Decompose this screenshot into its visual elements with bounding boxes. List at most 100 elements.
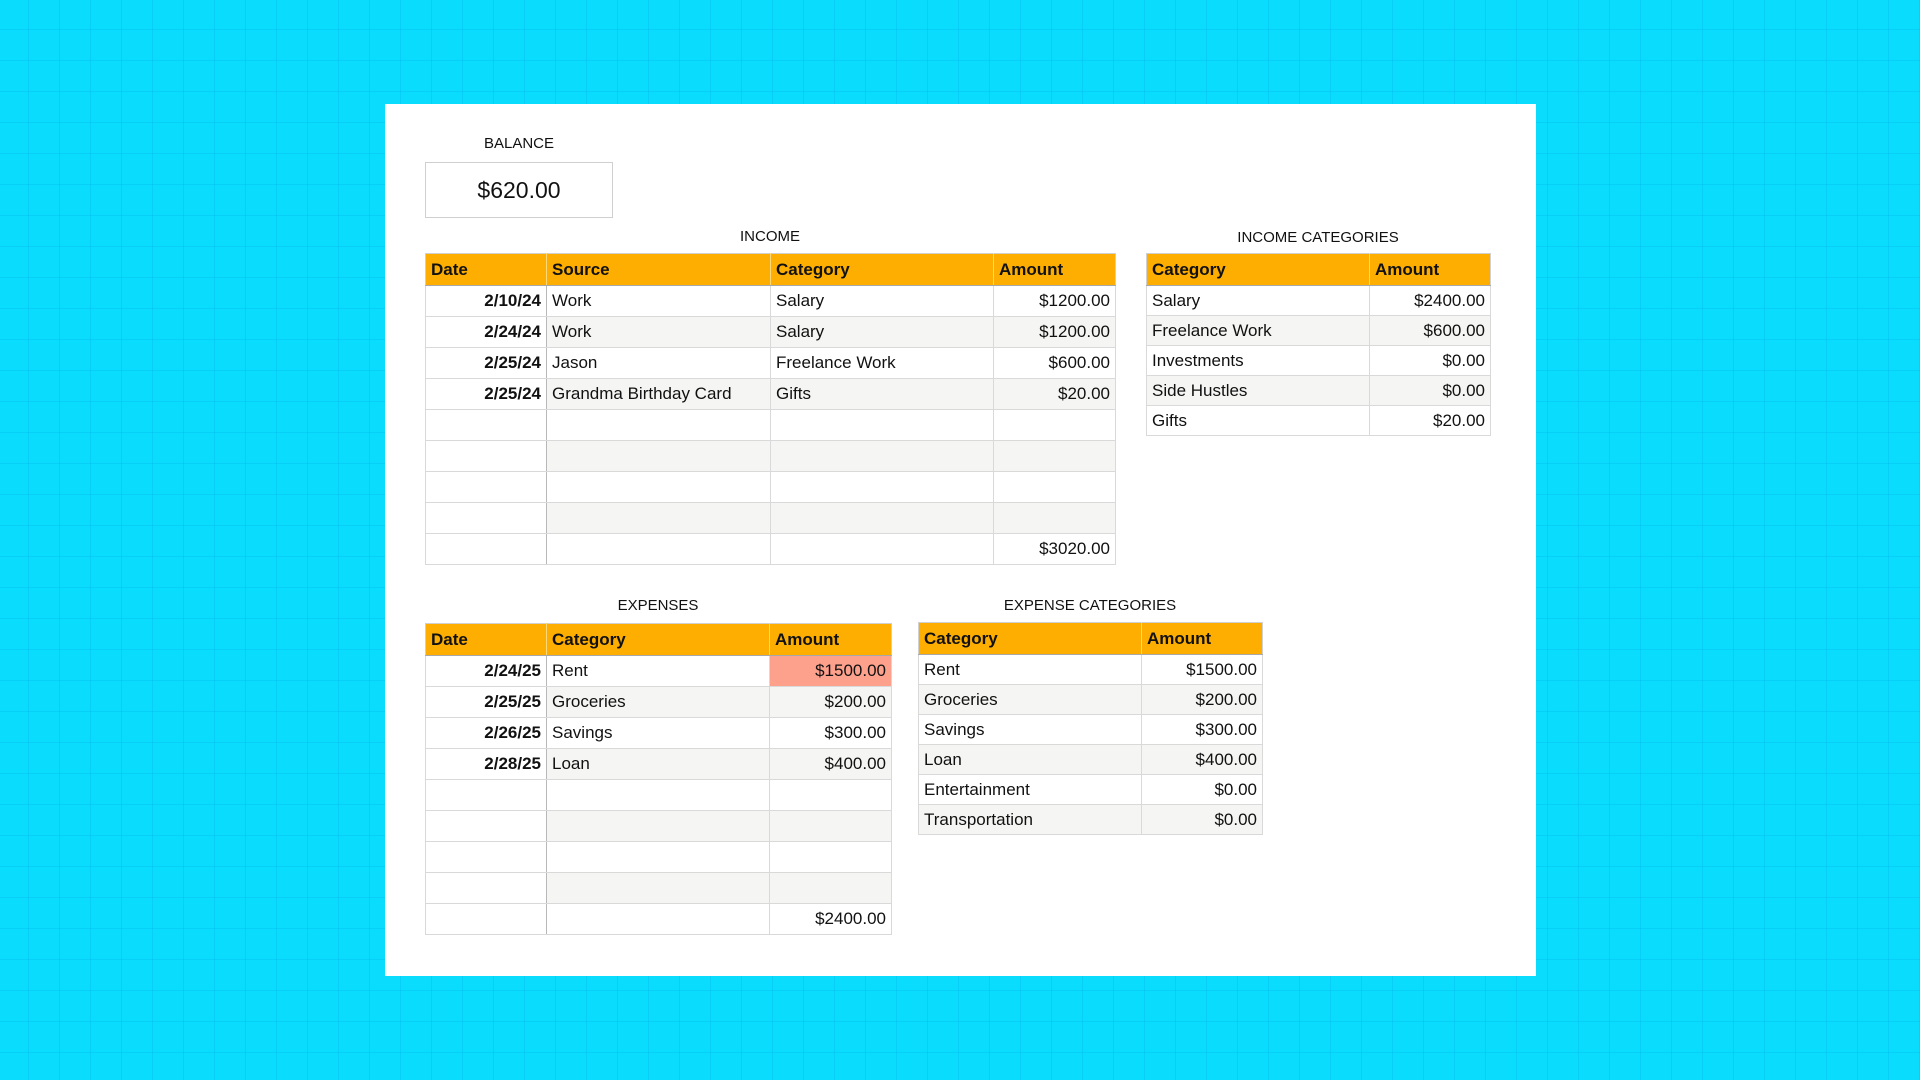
cell-category[interactable] [546, 810, 770, 842]
cell-date[interactable] [425, 779, 547, 811]
cell-amount[interactable]: $0.00 [1141, 774, 1263, 805]
cell-category[interactable]: Entertainment [918, 774, 1142, 805]
cell-amount[interactable]: $0.00 [1369, 375, 1491, 406]
cell-category[interactable]: Gifts [1146, 405, 1370, 436]
cell-date[interactable]: 2/26/25 [425, 717, 547, 749]
cell-date[interactable]: 2/25/24 [425, 347, 547, 379]
cell-amount[interactable] [769, 779, 892, 811]
cell-date[interactable] [425, 841, 547, 873]
cell-amount[interactable]: $400.00 [769, 748, 892, 780]
cell-amount[interactable] [993, 440, 1116, 472]
cell-amount[interactable]: $300.00 [1141, 714, 1263, 745]
income-header-source[interactable]: Source [546, 253, 771, 286]
cell-empty[interactable] [546, 903, 770, 935]
cell-category[interactable]: Salary [770, 316, 994, 348]
cell-amount[interactable]: $200.00 [1141, 684, 1263, 715]
cell-category[interactable] [546, 872, 770, 904]
cell-amount[interactable] [993, 471, 1116, 503]
cell-source[interactable]: Work [546, 285, 771, 317]
cell-date[interactable]: 2/28/25 [425, 748, 547, 780]
cell-category[interactable]: Transportation [918, 804, 1142, 835]
cell-category[interactable] [546, 779, 770, 811]
cell-amount[interactable] [993, 409, 1116, 441]
cell-amount[interactable]: $0.00 [1369, 345, 1491, 376]
income-header-amount[interactable]: Amount [993, 253, 1116, 286]
expenses-header-amount[interactable]: Amount [769, 623, 892, 656]
cell-amount[interactable]: $2400.00 [1369, 285, 1491, 316]
cell-date[interactable] [425, 872, 547, 904]
cell-amount[interactable]: $1200.00 [993, 316, 1116, 348]
cell-category[interactable]: Loan [918, 744, 1142, 775]
cell-amount[interactable]: $600.00 [993, 347, 1116, 379]
cell-source[interactable] [546, 440, 771, 472]
expenses-total[interactable]: $2400.00 [769, 903, 892, 935]
cell-amount-highlighted[interactable]: $1500.00 [769, 655, 892, 687]
cell-amount[interactable] [993, 502, 1116, 534]
header-category[interactable]: Category [918, 622, 1142, 655]
cell-source[interactable] [546, 471, 771, 503]
cell-date[interactable]: 2/24/25 [425, 655, 547, 687]
expenses-header-date[interactable]: Date [425, 623, 547, 656]
income-header-date[interactable]: Date [425, 253, 547, 286]
cell-category[interactable]: Rent [918, 654, 1142, 685]
cell-category[interactable]: Investments [1146, 345, 1370, 376]
cell-date[interactable]: 2/25/24 [425, 378, 547, 410]
cell-date[interactable] [425, 471, 547, 503]
cell-source[interactable] [546, 502, 771, 534]
cell-amount[interactable]: $200.00 [769, 686, 892, 718]
cell-amount[interactable] [769, 810, 892, 842]
cell-amount[interactable]: $300.00 [769, 717, 892, 749]
cell-date[interactable]: 2/10/24 [425, 285, 547, 317]
cell-empty[interactable] [425, 533, 547, 565]
cell-amount[interactable] [769, 872, 892, 904]
cell-category[interactable]: Groceries [918, 684, 1142, 715]
cell-empty[interactable] [546, 533, 771, 565]
cell-empty[interactable] [425, 903, 547, 935]
cell-category[interactable]: Gifts [770, 378, 994, 410]
income-total[interactable]: $3020.00 [993, 533, 1116, 565]
cell-category[interactable]: Loan [546, 748, 770, 780]
cell-date[interactable]: 2/25/25 [425, 686, 547, 718]
table-row: Side Hustles $0.00 [1146, 375, 1491, 406]
cell-date[interactable] [425, 409, 547, 441]
cell-source[interactable] [546, 409, 771, 441]
cell-category[interactable] [546, 841, 770, 873]
cell-date[interactable] [425, 502, 547, 534]
cell-category[interactable]: Salary [1146, 285, 1370, 316]
cell-amount[interactable]: $600.00 [1369, 315, 1491, 346]
cell-amount[interactable]: $1200.00 [993, 285, 1116, 317]
header-category[interactable]: Category [1146, 253, 1370, 286]
expenses-header-category[interactable]: Category [546, 623, 770, 656]
cell-category[interactable]: Rent [546, 655, 770, 687]
cell-amount[interactable]: $400.00 [1141, 744, 1263, 775]
income-table: Date Source Category Amount 2/10/24 Work S… [425, 253, 1116, 565]
cell-category[interactable]: Freelance Work [1146, 315, 1370, 346]
cell-category[interactable]: Savings [918, 714, 1142, 745]
cell-source[interactable]: Jason [546, 347, 771, 379]
cell-amount[interactable] [769, 841, 892, 873]
cell-source[interactable]: Grandma Birthday Card [546, 378, 771, 410]
header-amount[interactable]: Amount [1141, 622, 1263, 655]
cell-category[interactable]: Savings [546, 717, 770, 749]
cell-category[interactable]: Salary [770, 285, 994, 317]
cell-category[interactable] [770, 471, 994, 503]
cell-date[interactable] [425, 810, 547, 842]
cell-category[interactable] [770, 440, 994, 472]
cell-category[interactable]: Groceries [546, 686, 770, 718]
cell-empty[interactable] [770, 533, 994, 565]
cell-date[interactable]: 2/24/24 [425, 316, 547, 348]
cell-amount[interactable]: $1500.00 [1141, 654, 1263, 685]
cell-amount[interactable]: $20.00 [1369, 405, 1491, 436]
income-header-category[interactable]: Category [770, 253, 994, 286]
cell-category[interactable] [770, 409, 994, 441]
cell-category[interactable]: Side Hustles [1146, 375, 1370, 406]
cell-amount[interactable]: $20.00 [993, 378, 1116, 410]
header-amount[interactable]: Amount [1369, 253, 1491, 286]
cell-amount[interactable]: $0.00 [1141, 804, 1263, 835]
cell-date[interactable] [425, 440, 547, 472]
table-row: 2/25/25 Groceries $200.00 [425, 686, 892, 718]
cell-source[interactable]: Work [546, 316, 771, 348]
balance-cell[interactable]: $620.00 [425, 162, 613, 218]
cell-category[interactable] [770, 502, 994, 534]
cell-category[interactable]: Freelance Work [770, 347, 994, 379]
